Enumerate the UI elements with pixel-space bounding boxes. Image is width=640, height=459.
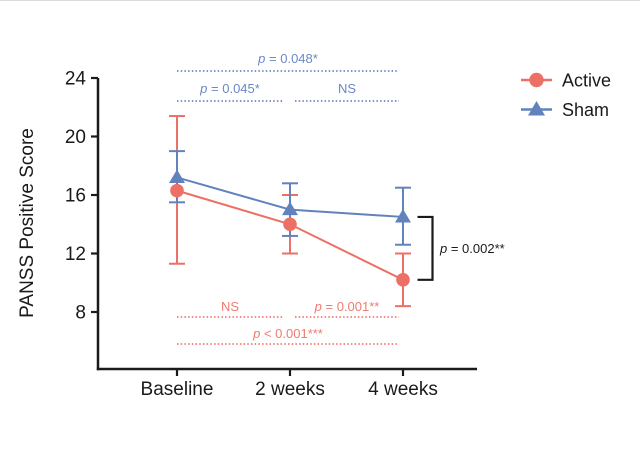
window-top-border <box>0 0 640 1</box>
comparison-bottom-label-0: NS <box>221 299 239 314</box>
marker-active-1 <box>283 217 297 232</box>
y-tick-label-16: 16 <box>65 186 86 207</box>
marker-sham-2 <box>395 208 411 223</box>
y-tick-label-8: 8 <box>75 303 86 324</box>
legend-label-active: Active <box>562 71 611 91</box>
legend-label-sham: Sham <box>562 100 609 120</box>
bracket-label: p = 0.002** <box>439 241 505 256</box>
x-tick-label-0: Baseline <box>141 379 214 400</box>
y-axis-title: PANSS Positive Score <box>17 128 38 318</box>
bracket-4weeks <box>417 215 434 281</box>
y-tick-label-24: 24 <box>65 69 87 90</box>
marker-active-0 <box>170 183 184 198</box>
y-tick-label-12: 12 <box>65 244 86 265</box>
y-tick-label-20: 20 <box>65 127 86 148</box>
comparison-bottom-label-1: p = 0.001** <box>314 299 380 314</box>
marker-sham-1 <box>282 201 298 216</box>
x-tick-label-2: 4 weeks <box>368 379 438 400</box>
comparison-top-label-0: p = 0.048* <box>257 51 318 66</box>
comparison-top-label-2: NS <box>338 81 356 96</box>
comparison-top-label-1: p = 0.045* <box>199 81 260 96</box>
comparison-bottom-label-2: p < 0.001*** <box>252 326 323 341</box>
x-tick-label-1: 2 weeks <box>255 379 325 400</box>
marker-active-2 <box>396 273 410 287</box>
marker-sham-0 <box>169 169 185 183</box>
